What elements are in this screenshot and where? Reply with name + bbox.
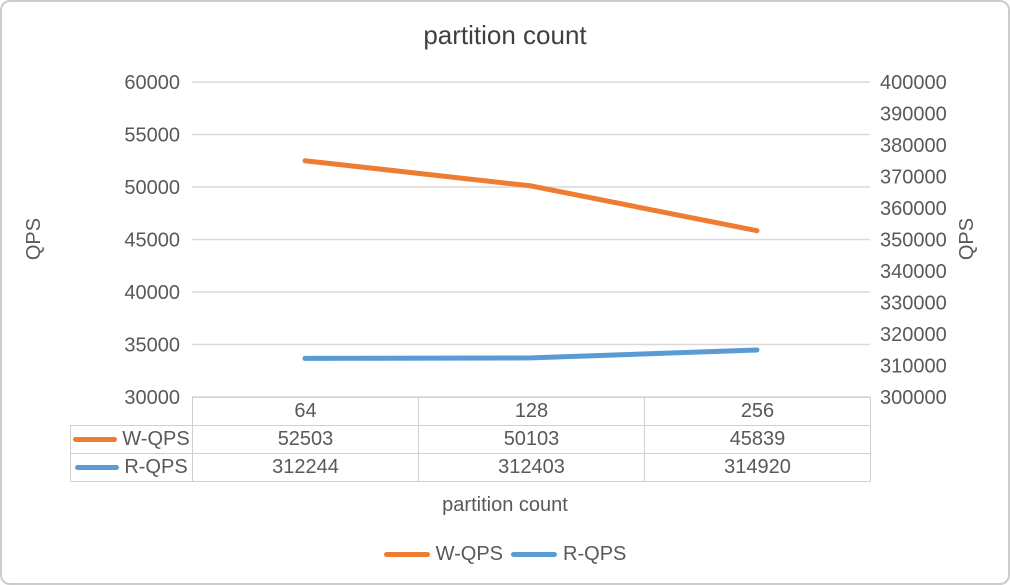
right-axis-tick-label: 400000 <box>880 72 947 94</box>
right-axis-tick-label: 360000 <box>880 198 947 220</box>
right-axis-tick-label: 320000 <box>880 324 947 346</box>
table-series-key-label: W-QPS <box>122 428 190 450</box>
legend-item-w-qps: W-QPS <box>383 543 504 566</box>
table-value-cell: 45839 <box>644 425 871 454</box>
table-series-key-label: R-QPS <box>124 456 188 478</box>
legend-item-r-qps: R-QPS <box>511 543 626 566</box>
table-category-header: 128 <box>418 397 645 426</box>
table-header-row: 64 128 256 <box>71 397 871 426</box>
right-axis-tick-label: 380000 <box>880 135 947 157</box>
legend: W-QPS R-QPS <box>2 543 1008 566</box>
x-axis-title: partition count <box>442 494 568 516</box>
r-qps-color-swatch-icon <box>75 465 120 470</box>
table-value-cell: 312244 <box>192 453 419 482</box>
table-series-key: W-QPS <box>70 425 193 454</box>
left-axis-tick-label: 40000 <box>124 282 180 304</box>
w-qps-color-swatch-icon <box>73 437 118 442</box>
r-qps-line-swatch-icon <box>511 552 558 557</box>
right-axis-tick-label: 330000 <box>880 293 947 315</box>
table-row-w-qps: W-QPS 52503 50103 45839 <box>70 425 871 454</box>
left-axis-tick-label: 55000 <box>124 125 180 147</box>
w-qps-line-swatch-icon <box>383 552 430 557</box>
table-value-cell: 50103 <box>418 425 645 454</box>
left-axis-tick-labels: 60000 55000 50000 45000 40000 35000 30000 <box>124 72 180 409</box>
right-axis-tick-label: 310000 <box>880 356 947 378</box>
right-axis-tick-label: 350000 <box>880 230 947 252</box>
table-category-header: 64 <box>192 397 419 426</box>
series-line-w-qps <box>302 158 760 234</box>
left-axis-tick-label: 45000 <box>124 230 180 252</box>
left-axis-tick-label: 35000 <box>124 335 180 357</box>
right-axis-tick-labels: 400000 390000 380000 370000 360000 350000 3400… <box>880 72 947 409</box>
left-axis-title: QPS <box>23 218 45 260</box>
table-series-key: R-QPS <box>70 453 193 482</box>
legend-label-r-qps: R-QPS <box>563 543 627 565</box>
chart-title: partition count <box>423 20 587 50</box>
right-axis-title: QPS <box>956 218 978 260</box>
table-value-cell: 314920 <box>644 453 871 482</box>
gridlines <box>192 81 870 398</box>
legend-label-w-qps: W-QPS <box>435 543 504 565</box>
series-line-r-qps <box>302 347 760 361</box>
right-axis-tick-label: 390000 <box>880 104 947 126</box>
left-axis-tick-label: 60000 <box>124 72 180 94</box>
table-blank-cell <box>71 398 193 426</box>
table-value-cell: 52503 <box>192 425 419 454</box>
table-row-r-qps: R-QPS 312244 312403 314920 <box>70 453 871 482</box>
table-category-header: 256 <box>644 397 871 426</box>
right-axis-tick-label: 340000 <box>880 261 947 283</box>
series-lines <box>302 158 760 361</box>
table-value-cell: 312403 <box>418 453 645 482</box>
right-axis-tick-label: 300000 <box>880 387 947 409</box>
left-axis-tick-label: 50000 <box>124 177 180 199</box>
left-axis-tick-label: 30000 <box>124 387 180 409</box>
data-table: 64 128 256 W-QPS 52503 50103 45839 R-QPS 312244 3… <box>70 397 871 482</box>
right-axis-tick-label: 370000 <box>880 167 947 189</box>
